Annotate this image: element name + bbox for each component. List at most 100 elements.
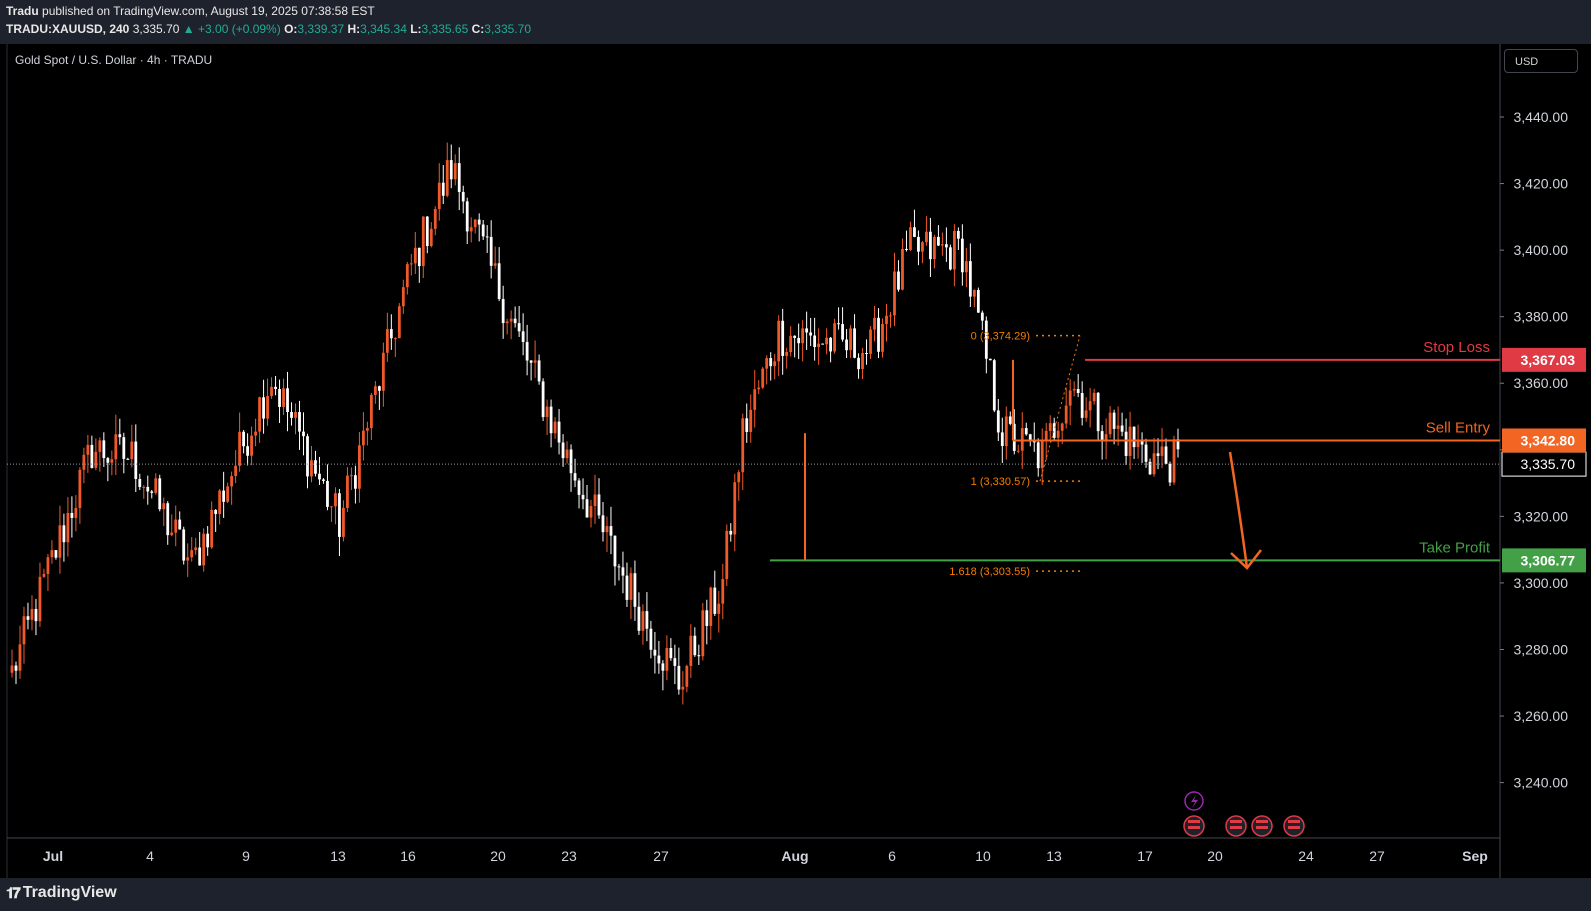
- candle-body: [593, 494, 597, 507]
- candle-body: [988, 358, 992, 361]
- candle-body: [653, 649, 657, 656]
- candle-body: [437, 182, 441, 210]
- candle-body: [885, 315, 888, 324]
- candle-body: [429, 228, 433, 247]
- candle-body: [749, 409, 753, 432]
- candle-body: [825, 337, 829, 345]
- candle-body: [497, 263, 501, 300]
- candle-body: [310, 460, 313, 477]
- candle-body: [545, 406, 549, 418]
- candle-body: [1112, 412, 1116, 429]
- currency-button[interactable]: USD: [1504, 49, 1578, 73]
- candle-body: [1012, 423, 1016, 451]
- candle-body: [1064, 405, 1068, 424]
- candle-body: [134, 441, 138, 480]
- candle-body: [158, 478, 162, 510]
- author-name[interactable]: Tradu: [6, 4, 39, 18]
- candle-body: [937, 236, 940, 246]
- x-tick-label: 17: [1137, 848, 1153, 864]
- low-value: 3,335.65: [421, 22, 469, 36]
- candle-body: [649, 628, 653, 650]
- symbol-interval[interactable]: TRADU:XAUUSD, 240: [6, 22, 130, 36]
- candle-body: [373, 386, 377, 395]
- candle-body: [661, 663, 665, 671]
- candle-body: [877, 317, 880, 352]
- y-tick-label: 3,360.00: [1514, 375, 1569, 391]
- candle-body: [689, 635, 693, 666]
- candle-body: [290, 411, 293, 418]
- candle-body: [1004, 416, 1008, 446]
- x-tick-label: Sep: [1462, 848, 1488, 864]
- candle-body: [286, 388, 289, 412]
- candle-body: [334, 493, 337, 507]
- flag-stripe: [1188, 826, 1200, 829]
- candle-body: [1148, 461, 1152, 475]
- candle-body: [338, 493, 341, 537]
- candle-body: [801, 328, 805, 344]
- candle-body: [393, 338, 397, 340]
- candle-body: [933, 236, 936, 260]
- candle-body: [342, 507, 345, 537]
- x-tick-label: 16: [400, 848, 416, 864]
- candle-body: [917, 236, 920, 252]
- candle-body: [1100, 431, 1104, 441]
- ohlc-line: TRADU:XAUUSD, 240 3,335.70 ▲ +3.00 (+0.0…: [6, 22, 531, 36]
- candle-body: [473, 219, 477, 228]
- candle-body: [86, 444, 90, 455]
- published-text: published on TradingView.com, August 19,…: [42, 4, 375, 18]
- candle-body: [549, 406, 553, 434]
- candle-body: [326, 480, 329, 507]
- candle-body: [461, 191, 465, 202]
- candle-body: [921, 242, 924, 252]
- candle-body: [381, 352, 385, 391]
- candle-body: [58, 525, 62, 558]
- y-tick-label: 3,440.00: [1514, 109, 1569, 125]
- candle-body: [733, 482, 737, 535]
- candle-body: [361, 430, 365, 446]
- candle-body: [106, 458, 110, 463]
- candle-body: [641, 611, 645, 631]
- candle-body: [1016, 450, 1020, 452]
- candle-body: [306, 436, 309, 477]
- candle-body: [805, 328, 809, 333]
- candle-body: [789, 335, 793, 353]
- candle-body: [1168, 463, 1172, 483]
- tradingview-logo[interactable]: 𝟏𝟕 TradingView: [6, 884, 117, 902]
- candle-body: [210, 509, 214, 548]
- candle-body: [725, 530, 729, 580]
- candle-body: [581, 494, 585, 500]
- candle-body: [138, 479, 142, 488]
- candle-body: [1060, 423, 1064, 431]
- candle-body: [246, 446, 249, 456]
- candle-body: [46, 557, 50, 574]
- candle-body: [409, 263, 413, 265]
- x-tick-label: 24: [1298, 848, 1314, 864]
- candle-body: [909, 227, 912, 250]
- candle-body: [70, 512, 74, 518]
- candle-body: [346, 475, 349, 508]
- flag-stripe: [1288, 826, 1300, 829]
- candle-body: [889, 315, 892, 317]
- candle-body: [441, 182, 445, 196]
- candle-body: [785, 352, 789, 356]
- candle-body: [941, 244, 944, 246]
- candle-body: [533, 360, 537, 363]
- candle-body: [254, 431, 257, 436]
- candle-body: [1028, 434, 1032, 441]
- candle-body: [992, 360, 996, 411]
- candle-body: [873, 317, 876, 330]
- candle-body: [541, 381, 545, 418]
- fib-label: 1 (3,330.57): [971, 476, 1030, 488]
- candle-body: [585, 499, 589, 518]
- candle-body: [126, 458, 130, 460]
- candle-body: [1008, 416, 1012, 424]
- candle-body: [517, 323, 521, 332]
- candle-body: [976, 290, 980, 313]
- price-level-label: 3,367.03: [1521, 352, 1576, 368]
- price-change: +3.00 (+0.09%): [198, 22, 281, 36]
- candle-body: [657, 655, 661, 664]
- candle-body: [162, 503, 166, 510]
- candle-body: [681, 686, 685, 690]
- candle-body: [230, 476, 234, 487]
